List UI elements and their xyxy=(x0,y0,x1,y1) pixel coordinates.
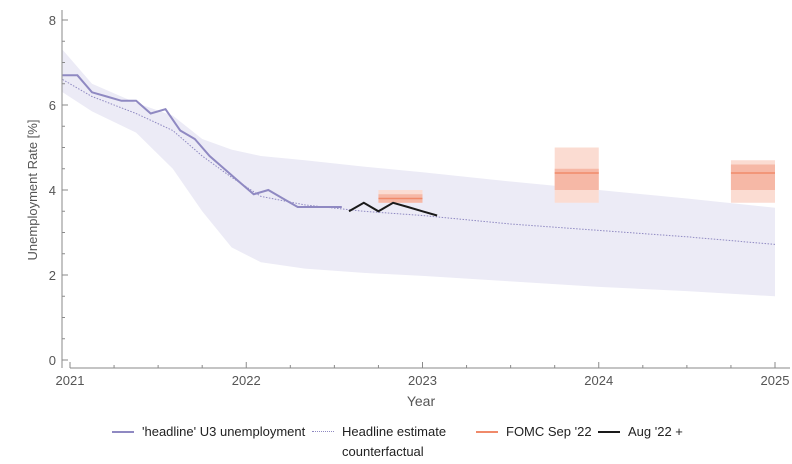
y-tick-label-8: 8 xyxy=(49,13,56,28)
legend-swatch-counterfactual xyxy=(312,431,334,432)
counterfactual-uncertainty-band xyxy=(62,49,776,297)
unemployment-chart: 2021 2022 2023 2024 2025 0 2 4 6 8 Year Unemploym… xyxy=(25,10,790,409)
counterfactual-band-area xyxy=(62,49,776,297)
y-tick-label-4: 4 xyxy=(49,183,56,198)
counterfactual-line xyxy=(62,79,776,245)
legend-swatch-aug22 xyxy=(598,431,620,433)
x-tick-label-2022: 2022 xyxy=(232,373,261,388)
legend-label-headline-u3: 'headline' U3 unemployment xyxy=(142,424,306,439)
legend-label-aug22: Aug '22 + xyxy=(628,424,683,439)
x-axis-label: Year xyxy=(407,393,436,409)
aug22-line xyxy=(348,201,438,217)
fomc-central-box-2 xyxy=(730,164,775,190)
legend-label-counterfactual: Headline estimate counterfactual xyxy=(342,424,447,459)
x-tick-label-2025: 2025 xyxy=(761,373,790,388)
legend-item-headline-u3: 'headline' U3 unemployment xyxy=(112,422,305,442)
legend-item-fomc: FOMC Sep '22 xyxy=(476,422,592,442)
x-tick-label-2023: 2023 xyxy=(408,373,437,388)
legend-swatch-headline-u3 xyxy=(112,431,134,433)
legend-item-counterfactual: Headline estimate counterfactual xyxy=(312,422,462,462)
y-tick-label-2: 2 xyxy=(49,268,56,283)
fomc-projection-boxes xyxy=(378,147,775,203)
x-tick-label-2021: 2021 xyxy=(56,373,85,388)
fomc-central-box-1 xyxy=(554,168,599,190)
legend-label-fomc: FOMC Sep '22 xyxy=(506,424,592,439)
x-tick-label-2024: 2024 xyxy=(584,373,613,388)
y-tick-label-6: 6 xyxy=(49,98,56,113)
legend-item-aug22: Aug '22 + xyxy=(598,422,683,442)
headline-u3-line xyxy=(62,74,342,208)
axes: 2021 2022 2023 2024 2025 0 2 4 6 8 xyxy=(49,10,790,388)
y-tick-label-0: 0 xyxy=(49,353,56,368)
legend-swatch-fomc xyxy=(476,431,498,433)
series-lines xyxy=(62,74,776,245)
chart-legend: 'headline' U3 unemployment Headline esti… xyxy=(0,418,792,464)
y-axis-label: Unemployment Rate [%] xyxy=(25,120,40,261)
